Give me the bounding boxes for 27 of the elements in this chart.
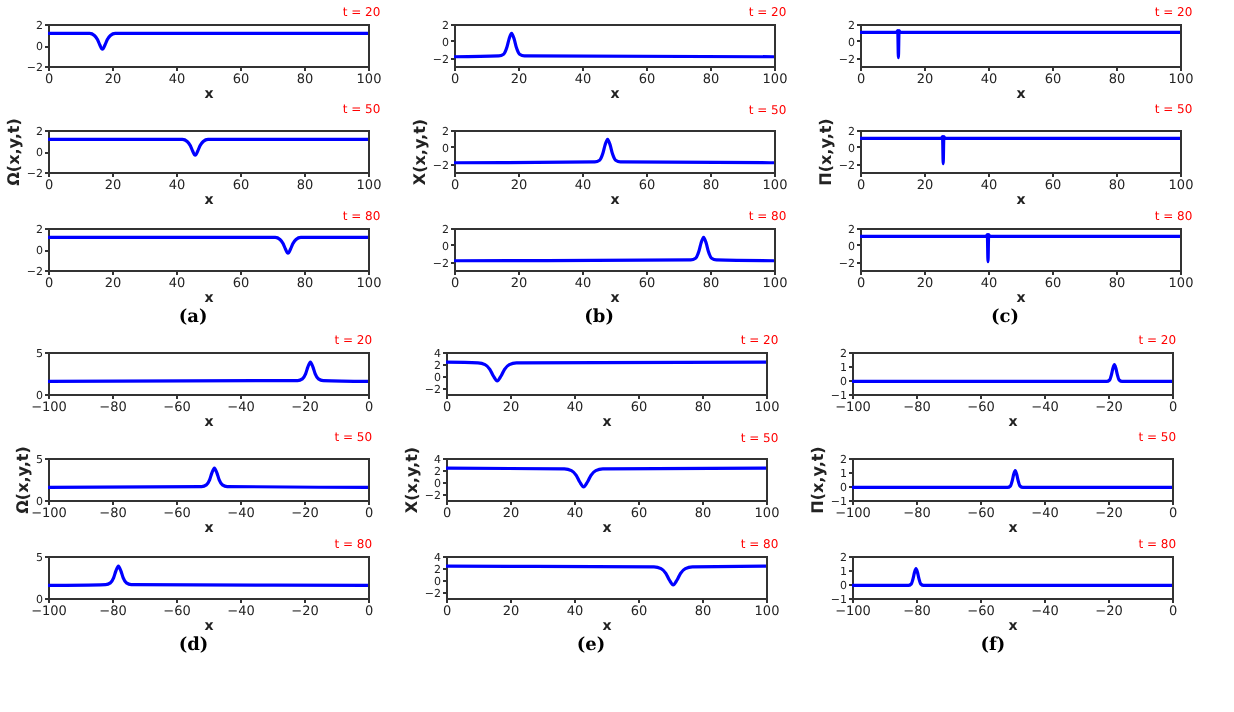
line-series [454, 31, 774, 59]
line-series [454, 235, 774, 263]
text: (f) [980, 636, 1006, 656]
line-series [48, 466, 368, 489]
line-series [446, 360, 766, 383]
line-series [852, 567, 1172, 587]
line-series [48, 564, 368, 587]
line-series [446, 466, 766, 489]
text: (d) [178, 636, 209, 656]
y-axis-title: Π(x,y,t) [808, 446, 827, 514]
y-axis-title: X(x,y,t) [402, 446, 421, 514]
line-series [48, 137, 368, 157]
text: (b) [584, 308, 614, 328]
text: (a) [178, 308, 208, 328]
line-series [446, 564, 766, 587]
line-series [48, 31, 368, 51]
y-axis-title: Ω(x,y,t) [14, 446, 32, 514]
line-series [852, 469, 1172, 489]
text: (e) [576, 636, 606, 656]
y-axis-title: Π(x,y,t) [816, 118, 835, 186]
y-axis-title: X(x,y,t) [410, 118, 429, 186]
y-axis-title: Ω(x,y,t) [4, 118, 23, 186]
line-series [454, 137, 774, 165]
line-series [852, 363, 1172, 383]
text: (c) [991, 308, 1020, 328]
line-series [48, 360, 368, 383]
line-series [48, 235, 368, 255]
